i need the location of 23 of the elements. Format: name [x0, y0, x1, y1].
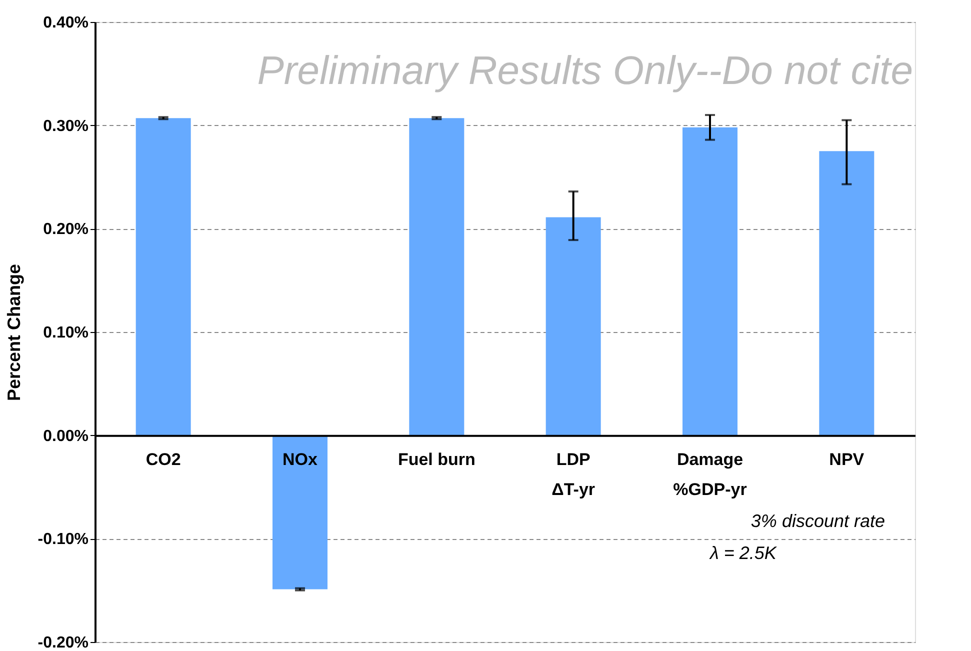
- x-tick-label: NPV: [829, 450, 865, 469]
- y-tick-label: 0.30%: [43, 118, 88, 135]
- bar: [409, 118, 464, 436]
- x-tick-label: Fuel burn: [398, 450, 476, 469]
- bar: [136, 118, 191, 436]
- x-tick-label: CO2: [146, 450, 181, 469]
- annotation: λ = 2.5K: [709, 543, 778, 563]
- bar: [546, 217, 601, 436]
- y-tick-label: 0.40%: [43, 14, 88, 32]
- y-tick-label: -0.10%: [38, 531, 88, 548]
- bar: [682, 127, 738, 436]
- y-tick-label: 0.10%: [43, 324, 88, 342]
- annotation: 3% discount rate: [750, 511, 885, 531]
- y-tick-label: -0.20%: [38, 634, 88, 651]
- y-tick-label: 0.00%: [43, 428, 88, 445]
- x-tick-label: Damage %GDP-yr: [673, 450, 748, 499]
- y-tick-label: 0.20%: [43, 221, 88, 238]
- bar: [819, 151, 874, 436]
- bar: [272, 435, 328, 590]
- annotation: Preliminary Results Only--Do not cite: [257, 49, 913, 93]
- x-tick-label: LDP ΔT-yr: [552, 450, 596, 499]
- x-tick-label: NOx: [282, 450, 318, 469]
- y-axis-title: Percent Change: [4, 264, 24, 402]
